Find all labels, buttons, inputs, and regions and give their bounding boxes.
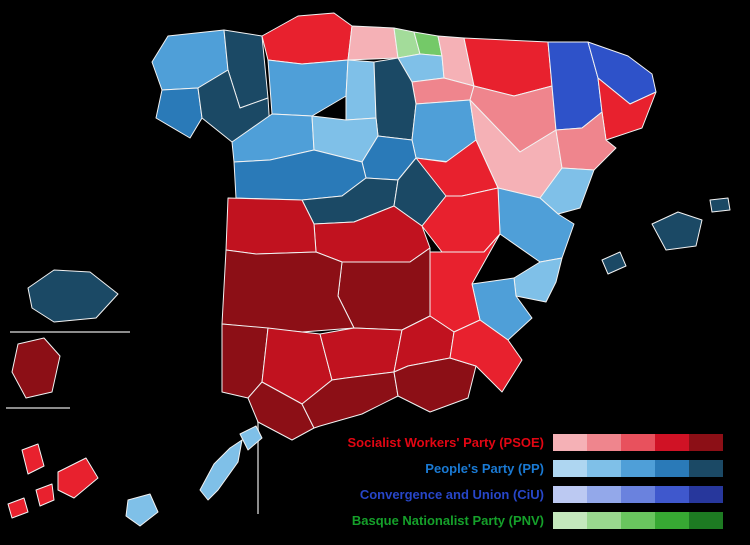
legend-swatch bbox=[689, 433, 723, 451]
legend-color-strip bbox=[553, 459, 723, 477]
legend-row-0: Socialist Workers' Party (PSOE) bbox=[300, 429, 745, 455]
legend-row-2: Convergence and Union (CiU) bbox=[300, 481, 745, 507]
province-gran-canaria-inset bbox=[11, 337, 61, 399]
legend-row-1: People's Party (PP) bbox=[300, 455, 745, 481]
province-almeria bbox=[449, 319, 523, 393]
province-valencia bbox=[497, 187, 575, 263]
province-la-gomera bbox=[35, 483, 55, 507]
province-alicante bbox=[513, 257, 563, 303]
province-gran-canaria-small bbox=[125, 493, 159, 527]
legend-swatch bbox=[553, 511, 587, 529]
legend-swatch bbox=[621, 433, 655, 451]
province-palencia bbox=[345, 59, 377, 121]
legend-label: Socialist Workers' Party (PSOE) bbox=[347, 434, 544, 450]
legend-swatch bbox=[689, 485, 723, 503]
legend: Socialist Workers' Party (PSOE) People's … bbox=[300, 429, 745, 533]
legend-color-strip bbox=[553, 433, 723, 451]
province-caceres bbox=[225, 197, 317, 255]
province-menorca bbox=[709, 197, 731, 213]
legend-swatch bbox=[587, 485, 621, 503]
legend-swatch bbox=[655, 433, 689, 451]
legend-swatch bbox=[621, 485, 655, 503]
legend-swatch bbox=[553, 459, 587, 477]
legend-color-strip bbox=[553, 485, 723, 503]
province-badajoz bbox=[221, 249, 355, 333]
legend-swatch bbox=[655, 485, 689, 503]
legend-color-strip bbox=[553, 511, 723, 529]
legend-swatch bbox=[655, 459, 689, 477]
legend-swatch bbox=[689, 511, 723, 529]
province-layer bbox=[7, 12, 731, 527]
province-ibiza bbox=[601, 251, 627, 275]
province-leon bbox=[267, 59, 349, 117]
legend-swatch bbox=[587, 511, 621, 529]
legend-swatch bbox=[689, 459, 723, 477]
province-mallorca bbox=[651, 211, 703, 251]
legend-swatch bbox=[587, 459, 621, 477]
legend-swatch bbox=[553, 433, 587, 451]
legend-swatch bbox=[655, 511, 689, 529]
province-tenerife-inset bbox=[27, 269, 119, 323]
legend-swatch bbox=[621, 459, 655, 477]
legend-row-3: Basque Nationalist Party (PNV) bbox=[300, 507, 745, 533]
province-pontevedra bbox=[155, 87, 203, 139]
legend-label: Convergence and Union (CiU) bbox=[359, 486, 544, 502]
province-la-palma bbox=[21, 443, 45, 475]
province-tenerife-small bbox=[57, 457, 99, 499]
province-cantabria bbox=[347, 25, 399, 61]
province-granada bbox=[393, 357, 477, 413]
province-ourense bbox=[197, 69, 271, 143]
legend-swatch bbox=[553, 485, 587, 503]
legend-swatch bbox=[587, 433, 621, 451]
province-fuerteventura bbox=[199, 439, 243, 501]
legend-label: Basque Nationalist Party (PNV) bbox=[351, 512, 544, 528]
province-el-hierro bbox=[7, 497, 29, 519]
province-asturias bbox=[261, 12, 353, 65]
legend-swatch bbox=[621, 511, 655, 529]
legend-label: People's Party (PP) bbox=[425, 460, 544, 476]
province-lanzarote bbox=[239, 425, 263, 451]
